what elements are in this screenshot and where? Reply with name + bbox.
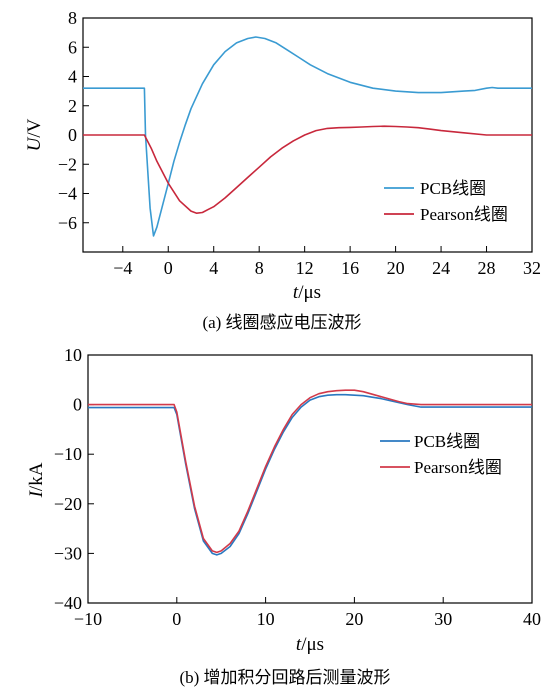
chart-b-ytick-label: −40: [54, 593, 82, 613]
chart-b-ytick-label: −30: [54, 543, 82, 563]
chart-b-ylabel-symbol: I: [26, 489, 47, 498]
chart-a-xlabel-unit: /μs: [298, 282, 321, 303]
chart-a-ylabel: U/V: [24, 118, 45, 151]
chart-b: −10 0 10 20 30 40 10 0 −10 −20 −30 −40 PCB线圈 Pearso…: [26, 345, 541, 687]
chart-a-xtick-label: 20: [387, 258, 405, 278]
chart-a-legend: PCB线圈 Pearson线圈: [384, 179, 508, 224]
chart-b-ticks: −10 0 10 20 30 40 10 0 −10 −20 −30 −40: [54, 345, 541, 629]
chart-a-legend-label-1: PCB线圈: [420, 179, 486, 198]
chart-b-xtick-label: 0: [172, 609, 181, 629]
chart-a-xtick-label: 28: [478, 258, 496, 278]
chart-a-xlabel: t/μs: [293, 282, 321, 303]
chart-a-ytick-label: 8: [68, 8, 77, 28]
chart-a-ytick-label: 6: [68, 37, 77, 57]
chart-a-xlabel-symbol: t: [293, 282, 299, 303]
chart-b-xtick-label: 10: [257, 609, 275, 629]
chart-b-legend-label-1: PCB线圈: [414, 432, 480, 451]
chart-a-ytick-label: −6: [58, 213, 77, 233]
chart-a-xtick-label: −4: [113, 258, 132, 278]
chart-a-ytick-label: −2: [58, 154, 77, 174]
chart-a-xtick-label: 8: [255, 258, 264, 278]
chart-b-ytick-label: 0: [73, 395, 82, 415]
chart-b-ytick-label: 10: [64, 345, 82, 365]
chart-b-xlabel: t/μs: [296, 634, 324, 655]
chart-a-xtick-label: 16: [341, 258, 359, 278]
chart-a-legend-label-2: Pearson线圈: [420, 205, 508, 224]
chart-a-xtick-label: 12: [296, 258, 314, 278]
chart-a-xtick-label: 24: [432, 258, 450, 278]
chart-a-caption: (a) 线圈感应电压波形: [202, 313, 361, 332]
chart-b-ytick-label: −20: [54, 494, 82, 514]
chart-b-series-2-line: [88, 389, 532, 554]
chart-b-frame: [87, 354, 533, 604]
chart-a-lines: [83, 36, 532, 237]
chart-b-xlabel-symbol: t: [296, 634, 302, 655]
chart-b-ytick-label: −10: [54, 444, 82, 464]
chart-b-legend: PCB线圈 Pearson线圈: [380, 432, 502, 477]
chart-b-ylabel-unit: /kA: [26, 462, 47, 491]
chart-b-series-1-line: [88, 393, 532, 556]
chart-a-ytick-label: 0: [68, 125, 77, 145]
chart-b-legend-label-2: Pearson线圈: [414, 458, 502, 477]
chart-b-caption: (b) 增加积分回路后测量波形: [179, 668, 390, 687]
chart-b-ylabel: I/kA: [26, 462, 47, 498]
chart-b-xlabel-unit: /μs: [301, 634, 324, 655]
chart-a-ytick-label: 2: [68, 96, 77, 116]
chart-b-lines: [88, 389, 532, 556]
chart-b-xtick-label: 40: [523, 609, 541, 629]
chart-a-series-1-line: [83, 36, 532, 237]
chart-a-ytick-label: −4: [58, 184, 77, 204]
chart-a-xtick-label: 4: [209, 258, 218, 278]
chart-a-ylabel-symbol: U: [24, 136, 45, 151]
chart-a-series-2-line: [83, 125, 532, 214]
chart-a-ylabel-unit: /V: [24, 118, 45, 137]
chart-b-xtick-label: 20: [345, 609, 363, 629]
chart-a-xtick-label: 32: [523, 258, 541, 278]
chart-a-xtick-label: 0: [164, 258, 173, 278]
chart-b-xtick-label: 30: [434, 609, 452, 629]
chart-b-xtick-label: −10: [74, 609, 102, 629]
chart-a-ytick-label: 4: [68, 67, 77, 87]
